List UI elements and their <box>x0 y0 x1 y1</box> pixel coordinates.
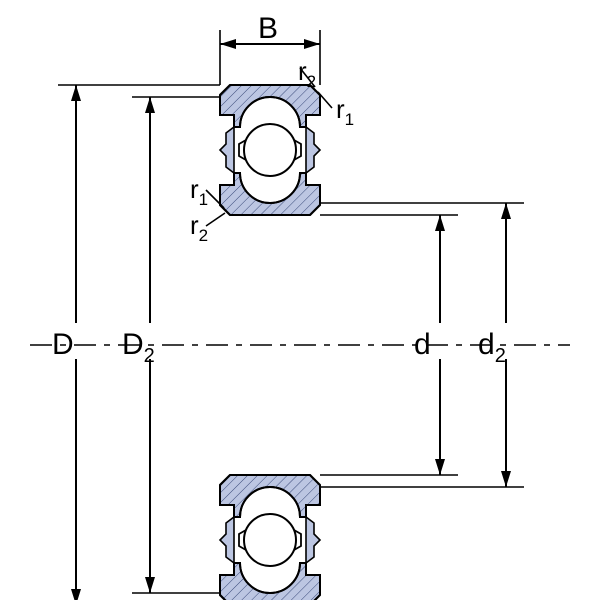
label-B: B <box>258 12 278 45</box>
arrowhead <box>71 85 81 101</box>
arrowhead <box>435 215 445 231</box>
seal-section <box>306 517 320 563</box>
bearing-diagram: BDD2dd2r1r2r1r2 <box>0 0 600 600</box>
label-d2: d2 <box>478 328 506 367</box>
label-r2-top: r2 <box>298 56 316 91</box>
label-r1-left: r1 <box>190 174 208 209</box>
seal-section <box>220 127 234 173</box>
arrowhead <box>501 203 511 219</box>
label-D: D <box>52 328 74 361</box>
seal-section <box>306 127 320 173</box>
arrowhead <box>220 39 236 49</box>
arrowhead <box>435 459 445 475</box>
label-d: d <box>414 328 431 361</box>
ball <box>244 124 296 176</box>
arrowhead <box>71 589 81 600</box>
ball <box>244 514 296 566</box>
extension-line <box>206 213 225 226</box>
label-r1-top: r1 <box>336 94 354 129</box>
arrowhead <box>145 577 155 593</box>
arrowhead <box>501 471 511 487</box>
label-r2-left: r2 <box>190 210 208 245</box>
arrowhead <box>145 97 155 113</box>
label-D2: D2 <box>122 328 155 367</box>
arrowhead <box>304 39 320 49</box>
seal-section <box>220 517 234 563</box>
